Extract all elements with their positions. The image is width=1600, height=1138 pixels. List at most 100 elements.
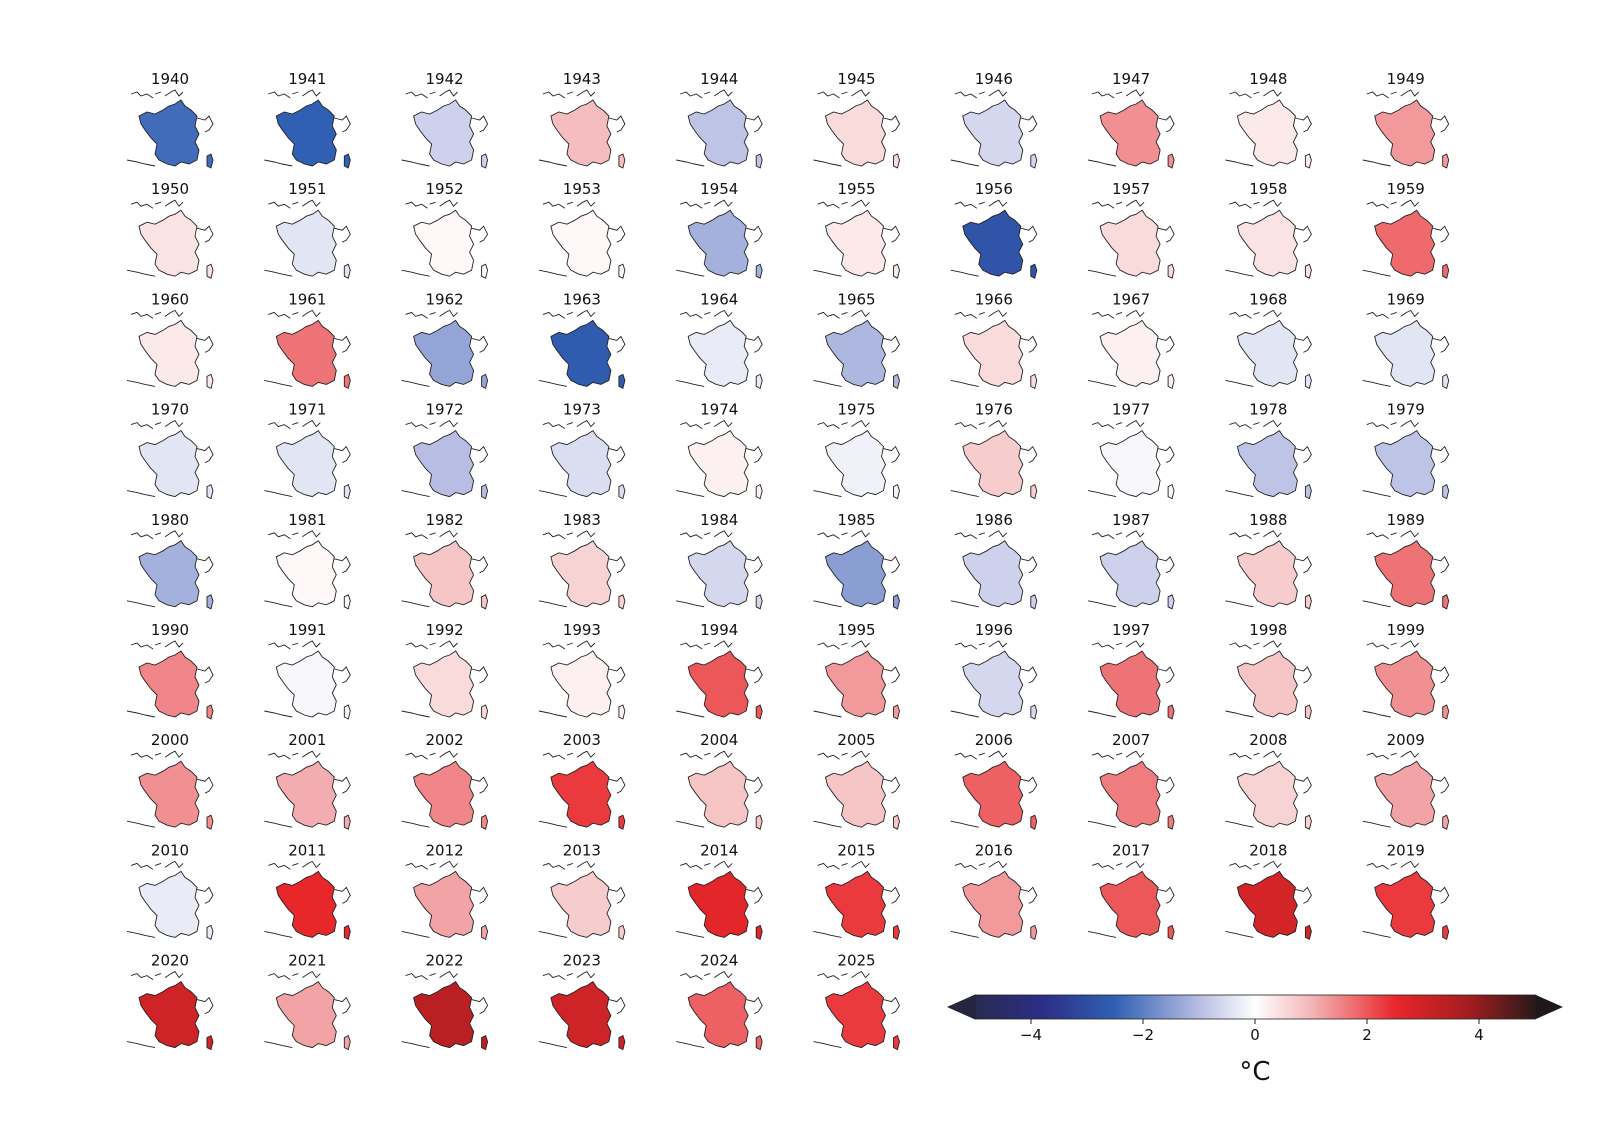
corsica-1943 [618, 153, 626, 169]
corsica-1990 [206, 704, 214, 720]
map-panel-1993: 1993 [538, 621, 626, 720]
map-panel-1978: 1978 [1225, 401, 1312, 500]
panel-title-1969: 1969 [1387, 290, 1425, 308]
panel-title-1966: 1966 [975, 290, 1013, 308]
map-fill-1948 [1236, 99, 1298, 167]
coastline-2008 [1225, 750, 1312, 828]
corsica-2009 [1442, 814, 1450, 830]
map-panel-1977: 1977 [1088, 401, 1175, 500]
map-panel-2005: 2005 [813, 731, 901, 830]
map-fill-1965 [824, 319, 887, 387]
map-fill-2019 [1374, 870, 1436, 938]
map-panel-1995: 1995 [813, 621, 901, 720]
corsica-1952 [481, 263, 489, 279]
map-panel-1965: 1965 [813, 290, 901, 390]
corsica-2015 [893, 924, 900, 941]
panel-title-2007: 2007 [1112, 731, 1150, 749]
corsica-1986 [1030, 594, 1038, 610]
map-fill-1958 [1236, 209, 1298, 277]
panel-title-1943: 1943 [563, 70, 601, 88]
coastline-1947 [1088, 89, 1175, 167]
corsica-2023 [618, 1034, 626, 1051]
map-fill-1962 [413, 319, 475, 387]
map-panel-1964: 1964 [676, 290, 763, 390]
map-fill-1945 [824, 99, 887, 167]
panel-title-1952: 1952 [426, 180, 464, 198]
panel-title-1956: 1956 [975, 180, 1013, 198]
panel-title-2016: 2016 [975, 841, 1013, 859]
map-panel-2002: 2002 [401, 731, 489, 830]
coastline-1999 [1362, 640, 1450, 718]
map-panel-1973: 1973 [538, 401, 626, 500]
corsica-1977 [1167, 483, 1175, 500]
corsica-1976 [1030, 483, 1038, 500]
map-panel-2000: 2000 [126, 731, 214, 830]
panel-title-1961: 1961 [288, 290, 326, 308]
coastline-1995 [813, 640, 901, 718]
colorbar-unit-label: °C [1239, 1057, 1270, 1087]
colorbar-extend-max [1534, 994, 1563, 1020]
panel-title-1982: 1982 [426, 511, 464, 529]
panel-title-1988: 1988 [1249, 511, 1287, 529]
coastline-2006 [950, 750, 1038, 828]
panel-title-1978: 1978 [1249, 401, 1287, 419]
map-fill-2021 [275, 980, 337, 1049]
map-fill-1991 [275, 650, 337, 718]
map-panels: 1940 1941 1942 1943 1944 1945 1946 1947 1948 1949… [126, 70, 1450, 1051]
map-fill-1972 [413, 429, 475, 498]
map-panel-2019: 2019 [1362, 841, 1450, 941]
coastline-1980 [126, 530, 214, 608]
panel-title-1983: 1983 [563, 511, 601, 529]
map-panel-2010: 2010 [126, 841, 214, 941]
map-fill-2023 [550, 980, 612, 1049]
map-fill-1961 [275, 319, 337, 387]
panel-title-1947: 1947 [1112, 70, 1150, 88]
map-panel-1979: 1979 [1362, 401, 1450, 500]
map-fill-1950 [138, 209, 200, 277]
map-fill-2006 [962, 760, 1024, 828]
map-fill-1988 [1236, 540, 1298, 608]
corsica-1962 [481, 373, 489, 390]
map-panel-1950: 1950 [126, 180, 214, 279]
panel-title-2013: 2013 [563, 841, 601, 859]
panel-title-1945: 1945 [837, 70, 875, 88]
coastline-2017 [1088, 860, 1175, 938]
panel-title-1950: 1950 [151, 180, 189, 198]
panel-title-1940: 1940 [151, 70, 189, 88]
corsica-1961 [343, 373, 351, 390]
panel-title-1962: 1962 [426, 290, 464, 308]
map-fill-1999 [1374, 650, 1436, 718]
corsica-1946 [1030, 153, 1038, 169]
panel-title-1957: 1957 [1112, 180, 1150, 198]
map-fill-1966 [962, 319, 1024, 387]
map-panel-1960: 1960 [126, 290, 214, 390]
corsica-1948 [1304, 153, 1312, 169]
corsica-1942 [481, 153, 489, 169]
corsica-1988 [1304, 594, 1312, 610]
colorbar-tick-label: 2 [1362, 1026, 1372, 1044]
map-panel-2014: 2014 [676, 841, 763, 941]
map-fill-2000 [138, 760, 200, 828]
map-fill-2009 [1374, 760, 1436, 828]
corsica-1949 [1442, 153, 1450, 169]
coastline-2022 [401, 971, 489, 1049]
coastline-1986 [950, 530, 1038, 608]
map-panel-1968: 1968 [1225, 290, 1312, 390]
corsica-2004 [755, 814, 763, 830]
panel-title-1968: 1968 [1249, 290, 1287, 308]
panel-title-1995: 1995 [837, 621, 875, 639]
panel-title-1990: 1990 [151, 621, 189, 639]
map-fill-1956 [962, 209, 1024, 277]
panel-title-2011: 2011 [288, 841, 326, 859]
coastline-1974 [676, 420, 763, 498]
map-fill-1976 [962, 429, 1024, 498]
panel-title-1946: 1946 [975, 70, 1013, 88]
map-panel-1981: 1981 [264, 511, 351, 610]
map-fill-1973 [550, 429, 612, 498]
panel-title-1970: 1970 [151, 401, 189, 419]
panel-title-1973: 1973 [563, 401, 601, 419]
panel-title-1975: 1975 [837, 401, 875, 419]
panel-title-1944: 1944 [700, 70, 738, 88]
map-fill-1977 [1099, 429, 1161, 498]
map-panel-1955: 1955 [813, 180, 901, 279]
